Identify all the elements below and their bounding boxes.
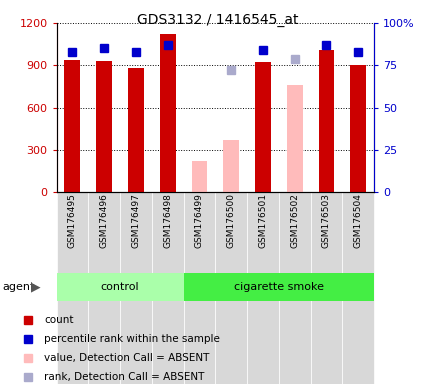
Text: value, Detection Call = ABSENT: value, Detection Call = ABSENT [44,353,209,363]
Bar [56,273,183,301]
Bar [64,60,80,192]
Text: percentile rank within the sample: percentile rank within the sample [44,334,219,344]
Text: control: control [101,282,139,292]
Bar [278,192,310,384]
Bar [310,192,342,384]
Text: ▶: ▶ [31,281,41,293]
Text: cigarette smoke: cigarette smoke [233,282,323,292]
Bar [286,85,302,192]
Bar [349,65,365,192]
Bar [254,63,270,192]
Bar [183,273,373,301]
Text: rank, Detection Call = ABSENT: rank, Detection Call = ABSENT [44,372,204,382]
Bar [318,50,334,192]
Bar [191,161,207,192]
Bar [96,61,112,192]
Bar [88,192,120,384]
Bar [247,192,278,384]
Text: count: count [44,315,73,325]
Text: GDS3132 / 1416545_at: GDS3132 / 1416545_at [136,13,298,27]
Bar [159,34,175,192]
Bar [120,192,151,384]
Bar [128,68,144,192]
Bar [342,192,373,384]
Bar [56,192,88,384]
Bar [223,140,239,192]
Bar [215,192,247,384]
Text: agent: agent [2,282,34,292]
Bar [151,192,183,384]
Bar [183,192,215,384]
